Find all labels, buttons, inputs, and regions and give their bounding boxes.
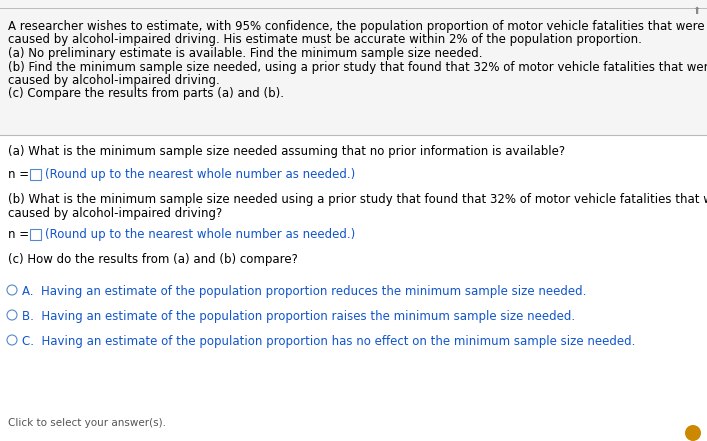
Bar xyxy=(0,0,707,135)
Text: (a) No preliminary estimate is available. Find the minimum sample size needed.: (a) No preliminary estimate is available… xyxy=(8,47,482,60)
Bar xyxy=(30,169,41,180)
Text: n =: n = xyxy=(8,168,33,181)
Circle shape xyxy=(7,310,17,320)
Text: B.  Having an estimate of the population proportion raises the minimum sample si: B. Having an estimate of the population … xyxy=(22,310,575,323)
Text: Click to select your answer(s).: Click to select your answer(s). xyxy=(8,418,166,428)
Text: (Round up to the nearest whole number as needed.): (Round up to the nearest whole number as… xyxy=(45,228,355,241)
Text: ⬆: ⬆ xyxy=(692,6,700,16)
Text: (b) What is the minimum sample size needed using a prior study that found that 3: (b) What is the minimum sample size need… xyxy=(8,193,707,206)
Text: (a) What is the minimum sample size needed assuming that no prior information is: (a) What is the minimum sample size need… xyxy=(8,145,565,158)
Text: n =: n = xyxy=(8,228,33,241)
Text: caused by alcohol-impaired driving. His estimate must be accurate within 2% of t: caused by alcohol-impaired driving. His … xyxy=(8,34,642,46)
Text: C.  Having an estimate of the population proportion has no effect on the minimum: C. Having an estimate of the population … xyxy=(22,335,636,348)
Text: (Round up to the nearest whole number as needed.): (Round up to the nearest whole number as… xyxy=(45,168,355,181)
Text: (b) Find the minimum sample size needed, using a prior study that found that 32%: (b) Find the minimum sample size needed,… xyxy=(8,60,707,74)
Circle shape xyxy=(7,285,17,295)
Text: (c) How do the results from (a) and (b) compare?: (c) How do the results from (a) and (b) … xyxy=(8,253,298,266)
Bar xyxy=(30,229,41,240)
Circle shape xyxy=(7,335,17,345)
Text: caused by alcohol-impaired driving.: caused by alcohol-impaired driving. xyxy=(8,74,220,87)
Text: A.  Having an estimate of the population proportion reduces the minimum sample s: A. Having an estimate of the population … xyxy=(22,285,586,298)
Text: (c) Compare the results from parts (a) and (b).: (c) Compare the results from parts (a) a… xyxy=(8,87,284,101)
Text: caused by alcohol-impaired driving?: caused by alcohol-impaired driving? xyxy=(8,207,222,220)
Text: A researcher wishes to estimate, with 95% confidence, the population proportion : A researcher wishes to estimate, with 95… xyxy=(8,20,705,33)
Circle shape xyxy=(685,425,701,441)
